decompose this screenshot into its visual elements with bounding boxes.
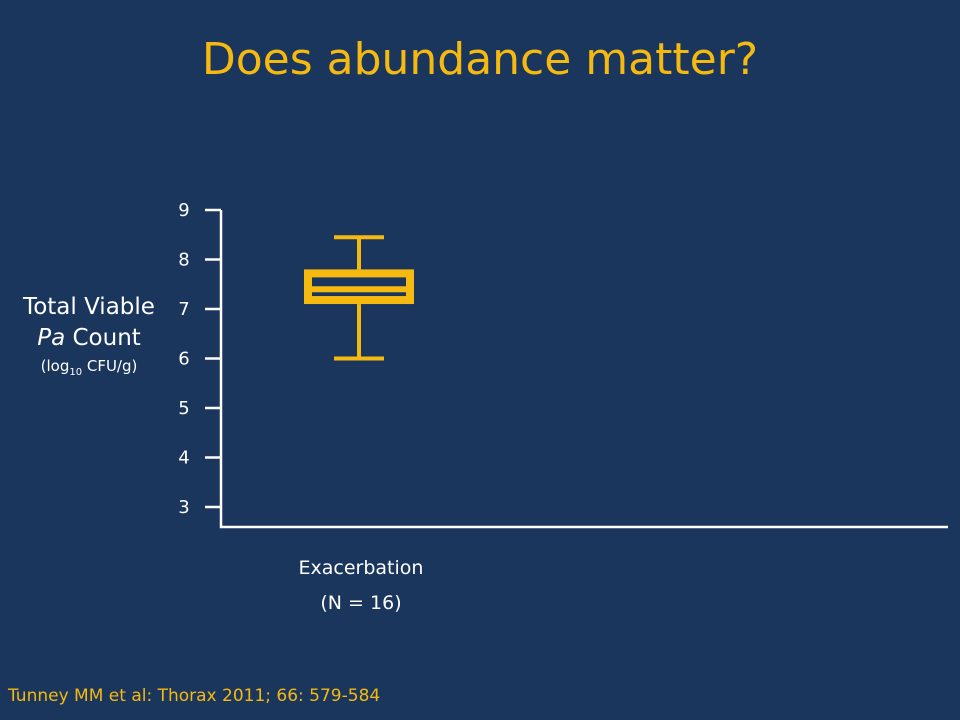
y-axis-label-line2: Pa Count [6,323,172,354]
category-count-label: (N = 16) [320,592,401,614]
y-tick-label-7: 7 [178,299,189,320]
citation: Tunney MM et al: Thorax 2011; 66: 579-58… [8,686,381,706]
y-axis-units-suffix: CFU/g) [82,357,138,375]
y-tick-label-3: 3 [178,497,189,518]
y-axis-units-subscript: 10 [69,367,83,378]
y-tick-label-8: 8 [178,250,189,271]
y-axis-label-italic: Pa [37,325,66,351]
y-tick-label-5: 5 [178,398,189,419]
y-axis-units-prefix: (log [40,357,70,375]
y-axis-line [219,210,948,529]
y-axis-label: Total Viable Pa Count (log10 CFU/g) [6,292,172,385]
y-axis-label-count: Count [65,325,141,351]
category-label: Exacerbation [299,557,424,579]
y-tick-label-6: 6 [178,349,189,370]
slide-title: Does abundance matter? [201,34,759,85]
y-tick-label-9: 9 [178,200,189,221]
y-axis-label-units: (log10 CFU/g) [6,354,172,385]
y-tick-label-4: 4 [178,448,189,469]
y-axis-label-line1: Total Viable [23,294,155,320]
